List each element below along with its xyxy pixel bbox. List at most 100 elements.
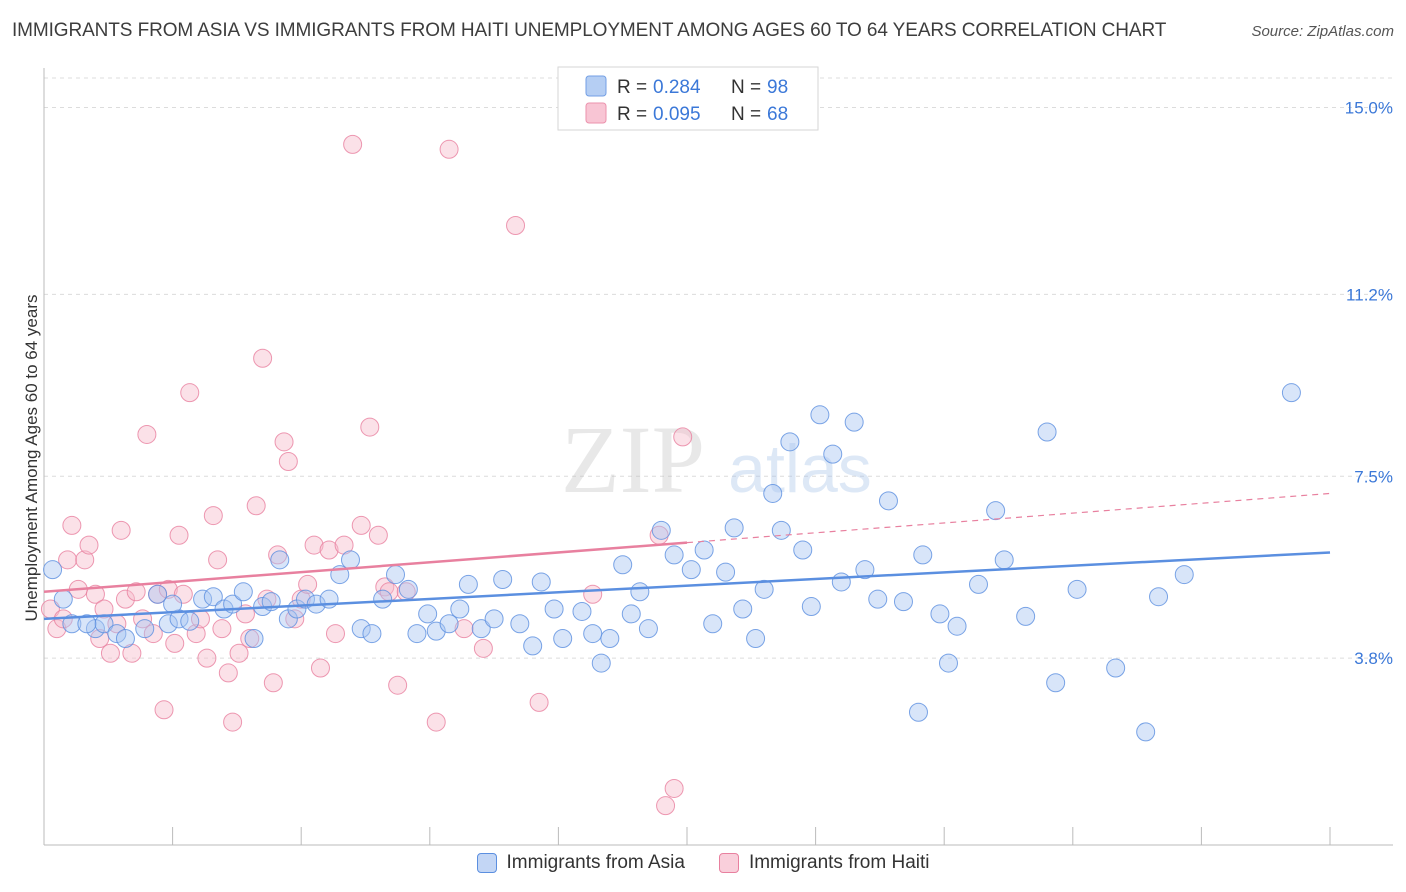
data-point-asia[interactable] <box>572 601 592 621</box>
data-point-haiti[interactable] <box>583 584 603 604</box>
data-point-asia[interactable] <box>664 545 684 565</box>
data-point-asia[interactable] <box>1136 722 1156 742</box>
data-point-asia[interactable] <box>746 629 766 648</box>
data-point-asia[interactable] <box>531 572 551 592</box>
data-point-asia[interactable] <box>1106 658 1126 678</box>
data-point-haiti[interactable] <box>325 624 345 644</box>
data-point-haiti[interactable] <box>126 582 146 602</box>
data-point-haiti[interactable] <box>319 540 339 560</box>
data-point-asia[interactable] <box>233 582 253 602</box>
data-point-asia[interactable] <box>591 653 611 673</box>
data-point-asia[interactable] <box>270 550 290 570</box>
data-point-asia[interactable] <box>553 629 573 648</box>
data-point-haiti[interactable] <box>165 633 185 653</box>
data-point-haiti[interactable] <box>208 550 228 570</box>
data-point-asia[interactable] <box>621 604 641 624</box>
data-point-asia[interactable] <box>844 412 864 432</box>
data-point-haiti[interactable] <box>664 778 684 798</box>
data-point-asia[interactable] <box>1067 579 1087 599</box>
data-point-haiti[interactable] <box>197 648 217 668</box>
data-point-asia[interactable] <box>1046 673 1066 693</box>
data-point-haiti[interactable] <box>100 643 120 663</box>
data-point-asia[interactable] <box>600 629 620 648</box>
data-point-haiti[interactable] <box>158 579 178 599</box>
data-point-haiti[interactable] <box>360 417 380 437</box>
data-point-asia[interactable] <box>1149 587 1169 607</box>
data-point-haiti[interactable] <box>111 520 131 540</box>
data-point-asia[interactable] <box>733 599 753 619</box>
data-point-haiti[interactable] <box>253 348 273 368</box>
data-point-asia[interactable] <box>1016 606 1036 626</box>
data-point-asia[interactable] <box>681 560 701 580</box>
data-point-asia[interactable] <box>203 587 223 607</box>
data-point-haiti[interactable] <box>454 619 474 639</box>
data-point-asia[interactable] <box>398 579 418 599</box>
data-point-asia[interactable] <box>373 589 393 609</box>
data-point-asia[interactable] <box>135 619 155 639</box>
data-point-haiti[interactable] <box>218 663 238 683</box>
data-point-haiti[interactable] <box>506 216 526 235</box>
data-point-haiti[interactable] <box>115 589 135 609</box>
data-point-asia[interactable] <box>630 582 650 602</box>
data-point-asia[interactable] <box>968 574 988 594</box>
data-point-haiti[interactable] <box>223 712 243 732</box>
data-point-haiti[interactable] <box>180 383 200 403</box>
data-point-asia[interactable] <box>716 562 736 582</box>
data-point-asia[interactable] <box>458 574 478 594</box>
data-point-asia[interactable] <box>913 545 933 565</box>
data-point-haiti[interactable] <box>274 432 294 452</box>
data-point-asia[interactable] <box>893 592 913 612</box>
data-point-haiti[interactable] <box>673 427 693 447</box>
data-point-asia[interactable] <box>544 599 564 619</box>
data-point-asia[interactable] <box>694 540 714 560</box>
data-point-haiti[interactable] <box>351 515 371 535</box>
data-point-haiti[interactable] <box>240 629 260 648</box>
data-point-haiti[interactable] <box>58 550 78 570</box>
data-point-asia[interactable] <box>1174 565 1194 585</box>
data-point-asia[interactable] <box>994 550 1014 570</box>
data-point-asia[interactable] <box>780 432 800 452</box>
data-point-haiti[interactable] <box>473 638 493 658</box>
data-point-haiti[interactable] <box>343 134 363 154</box>
data-point-asia[interactable] <box>362 624 382 644</box>
data-point-asia[interactable] <box>763 483 783 503</box>
data-point-asia[interactable] <box>771 520 791 540</box>
data-point-haiti[interactable] <box>278 452 298 471</box>
data-point-asia[interactable] <box>823 444 843 464</box>
data-point-haiti[interactable] <box>304 535 324 555</box>
data-point-haiti[interactable] <box>169 525 189 545</box>
data-point-asia[interactable] <box>1281 383 1301 403</box>
data-point-asia[interactable] <box>878 491 898 511</box>
data-point-haiti[interactable] <box>229 643 249 663</box>
data-point-asia[interactable] <box>386 565 406 585</box>
data-point-asia[interactable] <box>180 611 200 631</box>
data-point-haiti[interactable] <box>246 496 266 516</box>
data-point-haiti[interactable] <box>388 675 408 695</box>
data-point-haiti[interactable] <box>62 515 82 535</box>
data-point-asia[interactable] <box>62 614 82 634</box>
data-point-haiti[interactable] <box>85 584 105 604</box>
data-point-asia[interactable] <box>810 405 830 425</box>
data-point-haiti[interactable] <box>137 424 157 444</box>
data-point-asia[interactable] <box>115 629 135 648</box>
data-point-haiti[interactable] <box>656 796 676 816</box>
data-point-asia[interactable] <box>340 550 360 570</box>
data-point-haiti[interactable] <box>529 692 549 712</box>
data-point-asia[interactable] <box>493 570 513 589</box>
data-point-haiti[interactable] <box>79 535 99 555</box>
data-point-haiti[interactable] <box>173 584 193 604</box>
data-point-asia[interactable] <box>244 629 264 648</box>
data-point-asia[interactable] <box>754 579 774 599</box>
data-point-haiti[interactable] <box>268 545 288 565</box>
data-point-haiti[interactable] <box>203 506 223 526</box>
data-point-asia[interactable] <box>868 589 888 609</box>
data-point-haiti[interactable] <box>439 139 459 159</box>
legend-item-haiti[interactable]: Immigrants from Haiti <box>718 852 929 874</box>
data-point-asia[interactable] <box>158 614 178 634</box>
data-point-haiti[interactable] <box>75 550 95 570</box>
data-point-haiti[interactable] <box>186 624 206 644</box>
data-point-asia[interactable] <box>510 614 530 634</box>
data-point-asia[interactable] <box>938 653 958 673</box>
data-point-haiti[interactable] <box>298 574 318 594</box>
data-point-asia[interactable] <box>930 604 950 624</box>
